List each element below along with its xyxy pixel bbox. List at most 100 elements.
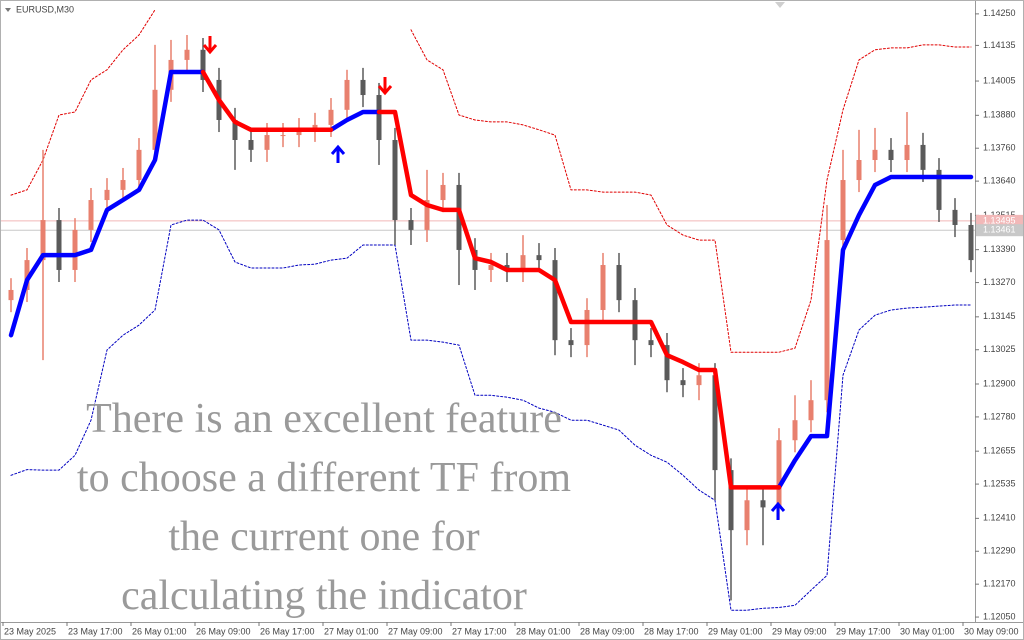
candle-body bbox=[792, 420, 798, 441]
sell-arrow bbox=[202, 36, 218, 55]
candle-body bbox=[136, 149, 142, 181]
buy-arrow bbox=[770, 501, 786, 520]
trend-line bbox=[328, 109, 382, 133]
candle-body bbox=[56, 220, 62, 270]
candle-body bbox=[376, 95, 382, 140]
trend-line bbox=[8, 69, 206, 338]
candle-body bbox=[824, 240, 830, 401]
x-tick-label: 29 May 17:00 bbox=[836, 626, 891, 636]
price-label-box bbox=[976, 214, 1023, 227]
candle-body bbox=[72, 229, 78, 270]
candle-body bbox=[888, 149, 894, 161]
candle-body bbox=[712, 375, 718, 471]
sell-arrow bbox=[377, 77, 393, 96]
envelope-band bbox=[410, 29, 972, 353]
annotation-line: calculating the indicator bbox=[121, 573, 527, 619]
candle-body bbox=[24, 260, 30, 290]
y-tick-label: 1.12900 bbox=[983, 378, 1016, 388]
x-tick-label: 23 May 17:00 bbox=[68, 626, 123, 636]
y-tick-label: 1.12050 bbox=[983, 611, 1016, 621]
candle-body bbox=[856, 160, 862, 181]
candle-body bbox=[584, 309, 590, 346]
y-tick-label: 1.13025 bbox=[983, 344, 1016, 354]
candle-body bbox=[616, 265, 622, 301]
x-tick-label: 28 May 09:00 bbox=[580, 626, 635, 636]
candle-body bbox=[936, 169, 942, 210]
y-tick-label: 1.13515 bbox=[983, 210, 1016, 220]
y-tick-label: 1.13880 bbox=[983, 110, 1016, 120]
candle-body bbox=[456, 184, 462, 250]
candle-body bbox=[568, 340, 574, 346]
envelope-band bbox=[10, 219, 972, 611]
x-tick-label: 23 May 2025 bbox=[4, 626, 56, 636]
annotation-line: There is an excellent feature bbox=[86, 396, 562, 442]
candle-body bbox=[40, 220, 46, 261]
candle-body bbox=[392, 139, 398, 221]
shift-marker bbox=[775, 2, 785, 8]
candle-body bbox=[488, 265, 494, 270]
candle-body bbox=[744, 500, 750, 531]
candle-body bbox=[296, 129, 302, 136]
candle-body bbox=[264, 135, 270, 150]
envelope-band bbox=[10, 9, 156, 196]
x-tick-label: 26 May 01:00 bbox=[132, 626, 187, 636]
x-tick-label: 28 May 01:00 bbox=[516, 626, 571, 636]
candle-body bbox=[664, 345, 670, 381]
x-tick-label: 29 May 09:00 bbox=[772, 626, 827, 636]
candle-body bbox=[152, 89, 158, 150]
y-tick-label: 1.12780 bbox=[983, 411, 1016, 421]
candle-body bbox=[536, 255, 542, 261]
candle-body bbox=[248, 139, 254, 150]
candle-body bbox=[840, 180, 846, 241]
y-tick-label: 1.13760 bbox=[983, 143, 1016, 153]
y-tick-label: 1.12410 bbox=[983, 513, 1016, 523]
candle-body bbox=[696, 375, 702, 386]
candle-body bbox=[904, 144, 910, 161]
candle-body bbox=[344, 79, 350, 110]
y-tick-label: 1.13640 bbox=[983, 175, 1016, 185]
x-tick-label: 30 May 01:00 bbox=[900, 626, 955, 636]
candle-body bbox=[280, 135, 286, 137]
candle-body bbox=[728, 470, 734, 531]
candle-body bbox=[968, 224, 974, 261]
y-tick-label: 1.13270 bbox=[983, 277, 1016, 287]
candle-body bbox=[440, 184, 446, 201]
candle-body bbox=[232, 119, 238, 140]
x-tick-label: 27 May 09:00 bbox=[388, 626, 443, 636]
candle-body bbox=[360, 79, 366, 96]
annotation-line: to choose a different TF from bbox=[77, 455, 571, 501]
x-tick-label: 26 May 17:00 bbox=[260, 626, 315, 636]
candle-body bbox=[600, 265, 606, 310]
candle-body bbox=[200, 49, 206, 80]
y-tick-label: 1.12655 bbox=[983, 446, 1016, 456]
y-tick-label: 1.12290 bbox=[983, 546, 1016, 556]
x-tick-label: 27 May 17:00 bbox=[452, 626, 507, 636]
y-tick-label: 1.14005 bbox=[983, 75, 1016, 85]
trend-line bbox=[376, 109, 782, 490]
candle-body bbox=[424, 200, 430, 230]
price-label: 1.13461 bbox=[983, 225, 1016, 235]
annotation: There is an excellent feature to choose a… bbox=[77, 396, 571, 619]
trend-line bbox=[200, 69, 334, 133]
candle-body bbox=[808, 400, 814, 421]
price-label-box bbox=[976, 224, 1023, 237]
candle-body bbox=[312, 124, 318, 130]
candle-body bbox=[408, 220, 414, 230]
candle-body bbox=[872, 149, 878, 161]
y-tick-label: 1.12535 bbox=[983, 478, 1016, 488]
candle-body bbox=[552, 260, 558, 341]
annotation-line: the current one for bbox=[168, 514, 479, 560]
x-tick-label: 30 May 09:00 bbox=[964, 626, 1019, 636]
y-tick-label: 1.14135 bbox=[983, 40, 1016, 50]
chart-title: EURUSD,M30 bbox=[16, 4, 74, 14]
y-tick-label: 1.13145 bbox=[983, 311, 1016, 321]
plot-area bbox=[0, 9, 975, 611]
y-tick-label: 1.12170 bbox=[983, 579, 1016, 589]
x-tick-label: 27 May 01:00 bbox=[324, 626, 379, 636]
candle-body bbox=[648, 340, 654, 346]
candle-body bbox=[104, 189, 110, 201]
candle-body bbox=[760, 500, 766, 508]
candle-body bbox=[920, 144, 926, 170]
